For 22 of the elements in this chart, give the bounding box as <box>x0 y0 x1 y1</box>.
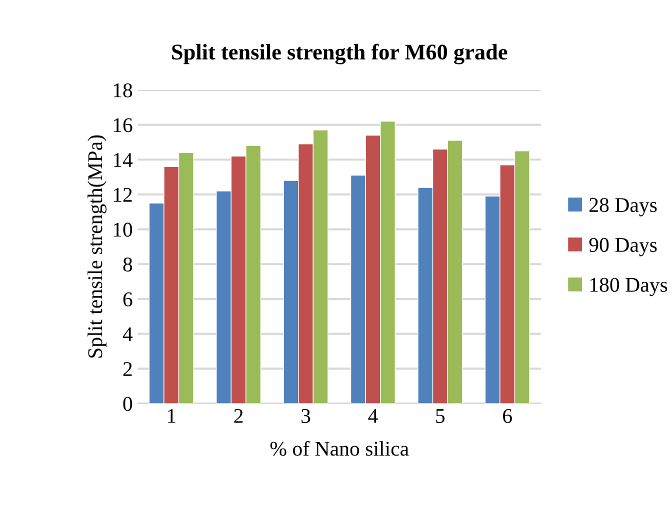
x-tick-label: 2 <box>234 409 243 423</box>
legend-label: 180 Days <box>590 278 668 296</box>
y-tick-label: 10 <box>114 222 132 237</box>
y-tick-label: 4 <box>122 327 133 342</box>
y-tick-label: 18 <box>114 83 132 98</box>
y-axis-title: Split tensile strength(MPa) <box>88 135 107 358</box>
x-tick-label: 6 <box>503 409 512 424</box>
y-tick-label: 16 <box>114 118 132 132</box>
y-tick-label: 14 <box>114 153 133 167</box>
y-tick-label: 6 <box>123 292 132 306</box>
x-axis-title: % of Nano silica <box>270 440 409 456</box>
y-tick-label: 2 <box>123 362 132 376</box>
legend-label: 28 Days <box>590 198 657 216</box>
x-tick-label: 4 <box>368 409 378 423</box>
y-tick-label: 12 <box>114 188 132 202</box>
legend-label: 90 Days <box>589 238 657 256</box>
x-tick-label: 1 <box>168 409 176 423</box>
y-tick-label: 0 <box>123 396 132 411</box>
y-tick-label: 8 <box>123 258 132 272</box>
x-tick-label: 5 <box>436 409 445 424</box>
chart-title: Split tensile strength for M60 grade <box>172 44 508 64</box>
x-tick-label: 3 <box>302 409 310 424</box>
